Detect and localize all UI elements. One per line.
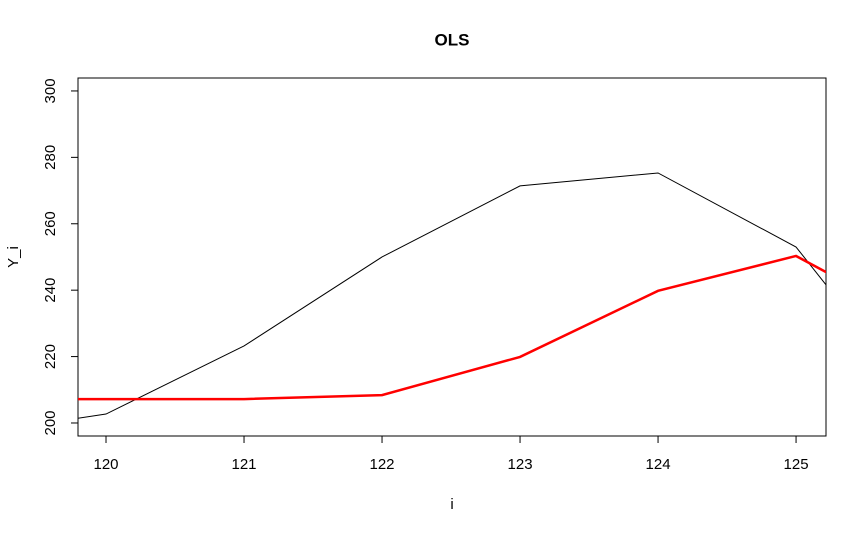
y-tick-label: 300 xyxy=(42,78,59,103)
x-tick-label: 123 xyxy=(508,456,533,473)
y-tick-label: 240 xyxy=(42,278,59,303)
chart-title: OLS xyxy=(435,30,470,49)
plot-area xyxy=(78,172,826,419)
y-tick-label: 280 xyxy=(42,145,59,170)
x-tick-label: 124 xyxy=(646,456,671,473)
y-tick-label: 260 xyxy=(42,211,59,236)
series-line xyxy=(78,254,826,401)
x-tick-label: 122 xyxy=(370,456,395,473)
y-axis-label: Y_i xyxy=(5,246,22,268)
x-axis-label: i xyxy=(450,496,453,513)
plot-box xyxy=(77,77,827,437)
x-tick-label: 120 xyxy=(93,456,118,473)
x-tick-label: 121 xyxy=(232,456,257,473)
x-tick-label: 125 xyxy=(784,456,809,473)
series-line xyxy=(78,172,826,419)
y-tick-label: 220 xyxy=(42,344,59,369)
y-tick-label: 200 xyxy=(42,410,59,435)
